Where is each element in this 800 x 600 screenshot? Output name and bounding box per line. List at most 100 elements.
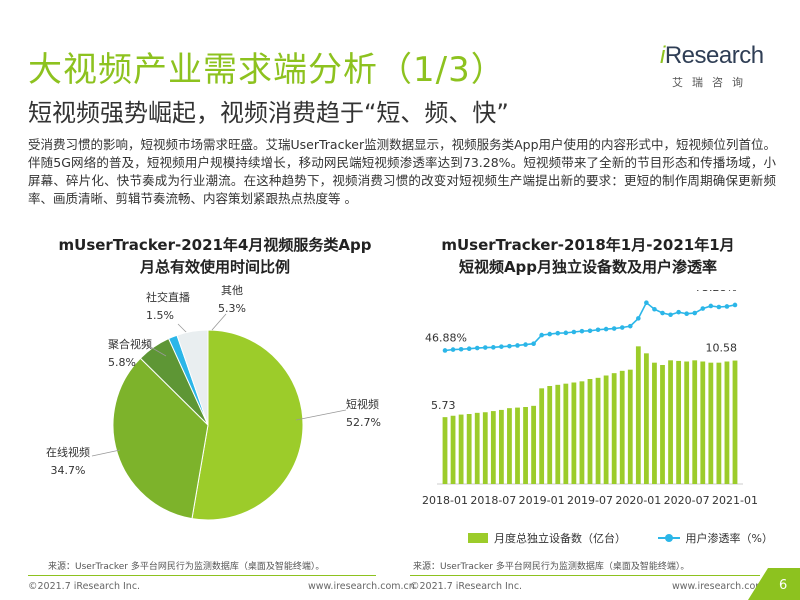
pie-label-3: 社交直播: [146, 290, 190, 304]
x-tick-label-5: 2020-07: [664, 494, 710, 507]
bar-18: [587, 379, 593, 484]
line-point-24: [636, 316, 641, 321]
bar-8: [507, 408, 512, 484]
pie-leader-2: [141, 341, 167, 357]
combo-source: 来源：UserTracker 多平台网民行为监测数据库（桌面及智能终端）。: [413, 562, 690, 572]
line-point-17: [579, 328, 585, 334]
bar-32: [700, 361, 706, 484]
line-point-26: [652, 306, 657, 312]
pie-value-2: 5.8%: [108, 356, 136, 369]
line-point-5: [482, 345, 488, 350]
bar-20: [603, 375, 609, 484]
line-last-label: 73.28%: [695, 290, 737, 294]
line-point-9: [515, 343, 520, 348]
bar-27: [660, 365, 665, 484]
line-point-6: [491, 345, 496, 350]
x-tick-label-1: 2018-07: [470, 494, 516, 507]
line-point-25: [644, 300, 649, 305]
line-point-28: [668, 312, 673, 318]
x-tick-label-2: 2019-01: [519, 494, 565, 507]
pie-slice-4: [176, 329, 209, 426]
combo-chart-title: mUserTracker-2018年1月-2021年1月 短视频App月独立设备…: [418, 234, 758, 278]
pie-label-1: 在线视频: [46, 445, 90, 459]
bar-12: [539, 388, 545, 484]
pie-title-line-2: 月总有效使用时间比例: [139, 258, 290, 276]
page-corner-shape: [748, 568, 800, 600]
bar-19: [595, 377, 601, 484]
footer-url-left[interactable]: www.iresearch.com.cn: [308, 581, 415, 592]
line-point-22: [619, 325, 625, 330]
line-point-0: [442, 348, 448, 353]
x-tick-label-3: 2019-07: [567, 494, 613, 507]
bar-31: [692, 360, 698, 484]
penetration-line: [444, 301, 736, 352]
line-point-10: [523, 342, 528, 347]
pie-leader-4: [211, 313, 227, 331]
page-title: 大视频产业需求端分析（1/3）: [28, 50, 506, 90]
pie-source: 来源：UserTracker 多平台网民行为监测数据库（桌面及智能终端）。: [48, 562, 325, 572]
bar-7: [498, 409, 504, 484]
line-point-15: [563, 330, 569, 336]
line-point-11: [531, 341, 536, 347]
pie-label-4: 其他: [221, 284, 243, 297]
bar-36: [732, 360, 738, 484]
pie-title-line-1: mUserTracker-2021年4月视频服务类App: [58, 236, 372, 254]
x-tick-label-6: 2021-01: [712, 494, 758, 507]
bar-29: [676, 360, 682, 484]
legend-line-label: 用户渗透率（%）: [685, 532, 773, 545]
bar-6: [490, 411, 496, 484]
bar-26: [652, 362, 657, 484]
bar-3: [466, 414, 472, 484]
line-point-18: [587, 328, 593, 334]
footer-divider-right: [410, 575, 760, 576]
page-subtitle: 短视频强势崛起，视频消费趋于“短、频、快”: [28, 99, 509, 127]
pie-value-3: 1.5%: [146, 309, 174, 322]
line-point-4: [474, 345, 480, 351]
bar-24: [635, 346, 641, 484]
iresearch-logo: iResearch 艾瑞咨询: [660, 42, 768, 89]
bar-28: [668, 360, 673, 484]
line-point-23: [627, 323, 633, 329]
line-point-33: [708, 303, 714, 309]
legend-bar-label: 月度总独立设备数（亿台）: [494, 532, 626, 545]
bar-22: [619, 370, 625, 484]
bar-15: [563, 383, 569, 484]
bar-21: [611, 373, 617, 484]
line-point-21: [611, 326, 617, 331]
bar-33: [708, 362, 714, 484]
combo-title-line-1: mUserTracker-2018年1月-2021年1月: [441, 236, 735, 254]
bar-13: [547, 386, 553, 484]
legend-bar-swatch: [468, 533, 488, 543]
footer-copyright-right: ©2021.7 iResearch Inc.: [410, 581, 523, 592]
line-point-3: [466, 346, 472, 352]
pie-slice-0: [191, 329, 304, 521]
pie-value-4: 5.3%: [218, 302, 246, 315]
line-point-8: [507, 343, 512, 349]
line-first-label: 46.88%: [425, 331, 467, 344]
pie-value-1: 34.7%: [51, 464, 86, 477]
line-point-34: [716, 304, 722, 310]
bar-4: [474, 412, 480, 484]
pie-leader-1: [91, 449, 121, 457]
pie-chart-title: mUserTracker-2021年4月视频服务类App 月总有效使用时间比例: [40, 234, 390, 278]
pie-label-2: 聚合视频: [108, 337, 152, 351]
footer-url-right[interactable]: www.iresearch.com.cn: [672, 581, 779, 592]
pie-value-0: 52.7%: [346, 416, 381, 429]
x-tick-label-0: 2018-01: [422, 494, 468, 507]
bar-11: [531, 405, 537, 484]
line-point-1: [450, 347, 456, 352]
line-point-35: [724, 304, 730, 309]
bar-9: [515, 407, 520, 484]
bar-first-label: 5.73: [431, 399, 456, 412]
line-point-14: [555, 330, 561, 336]
line-point-12: [539, 332, 544, 338]
pie-label-0: 短视频: [346, 397, 379, 411]
line-point-32: [700, 306, 706, 311]
line-point-16: [571, 329, 577, 335]
bar-1: [450, 415, 456, 484]
pie-chart: 短视频 52.7% 在线视频 34.7% 聚合视频 5.8% 社交直播 1.5% 其他 5.3%: [46, 284, 381, 521]
logo-chinese: 艾瑞咨询: [672, 76, 752, 89]
line-point-27: [660, 310, 665, 316]
combo-title-line-2: 短视频App月独立设备数及用户渗透率: [458, 258, 718, 276]
bar-10: [523, 407, 528, 484]
